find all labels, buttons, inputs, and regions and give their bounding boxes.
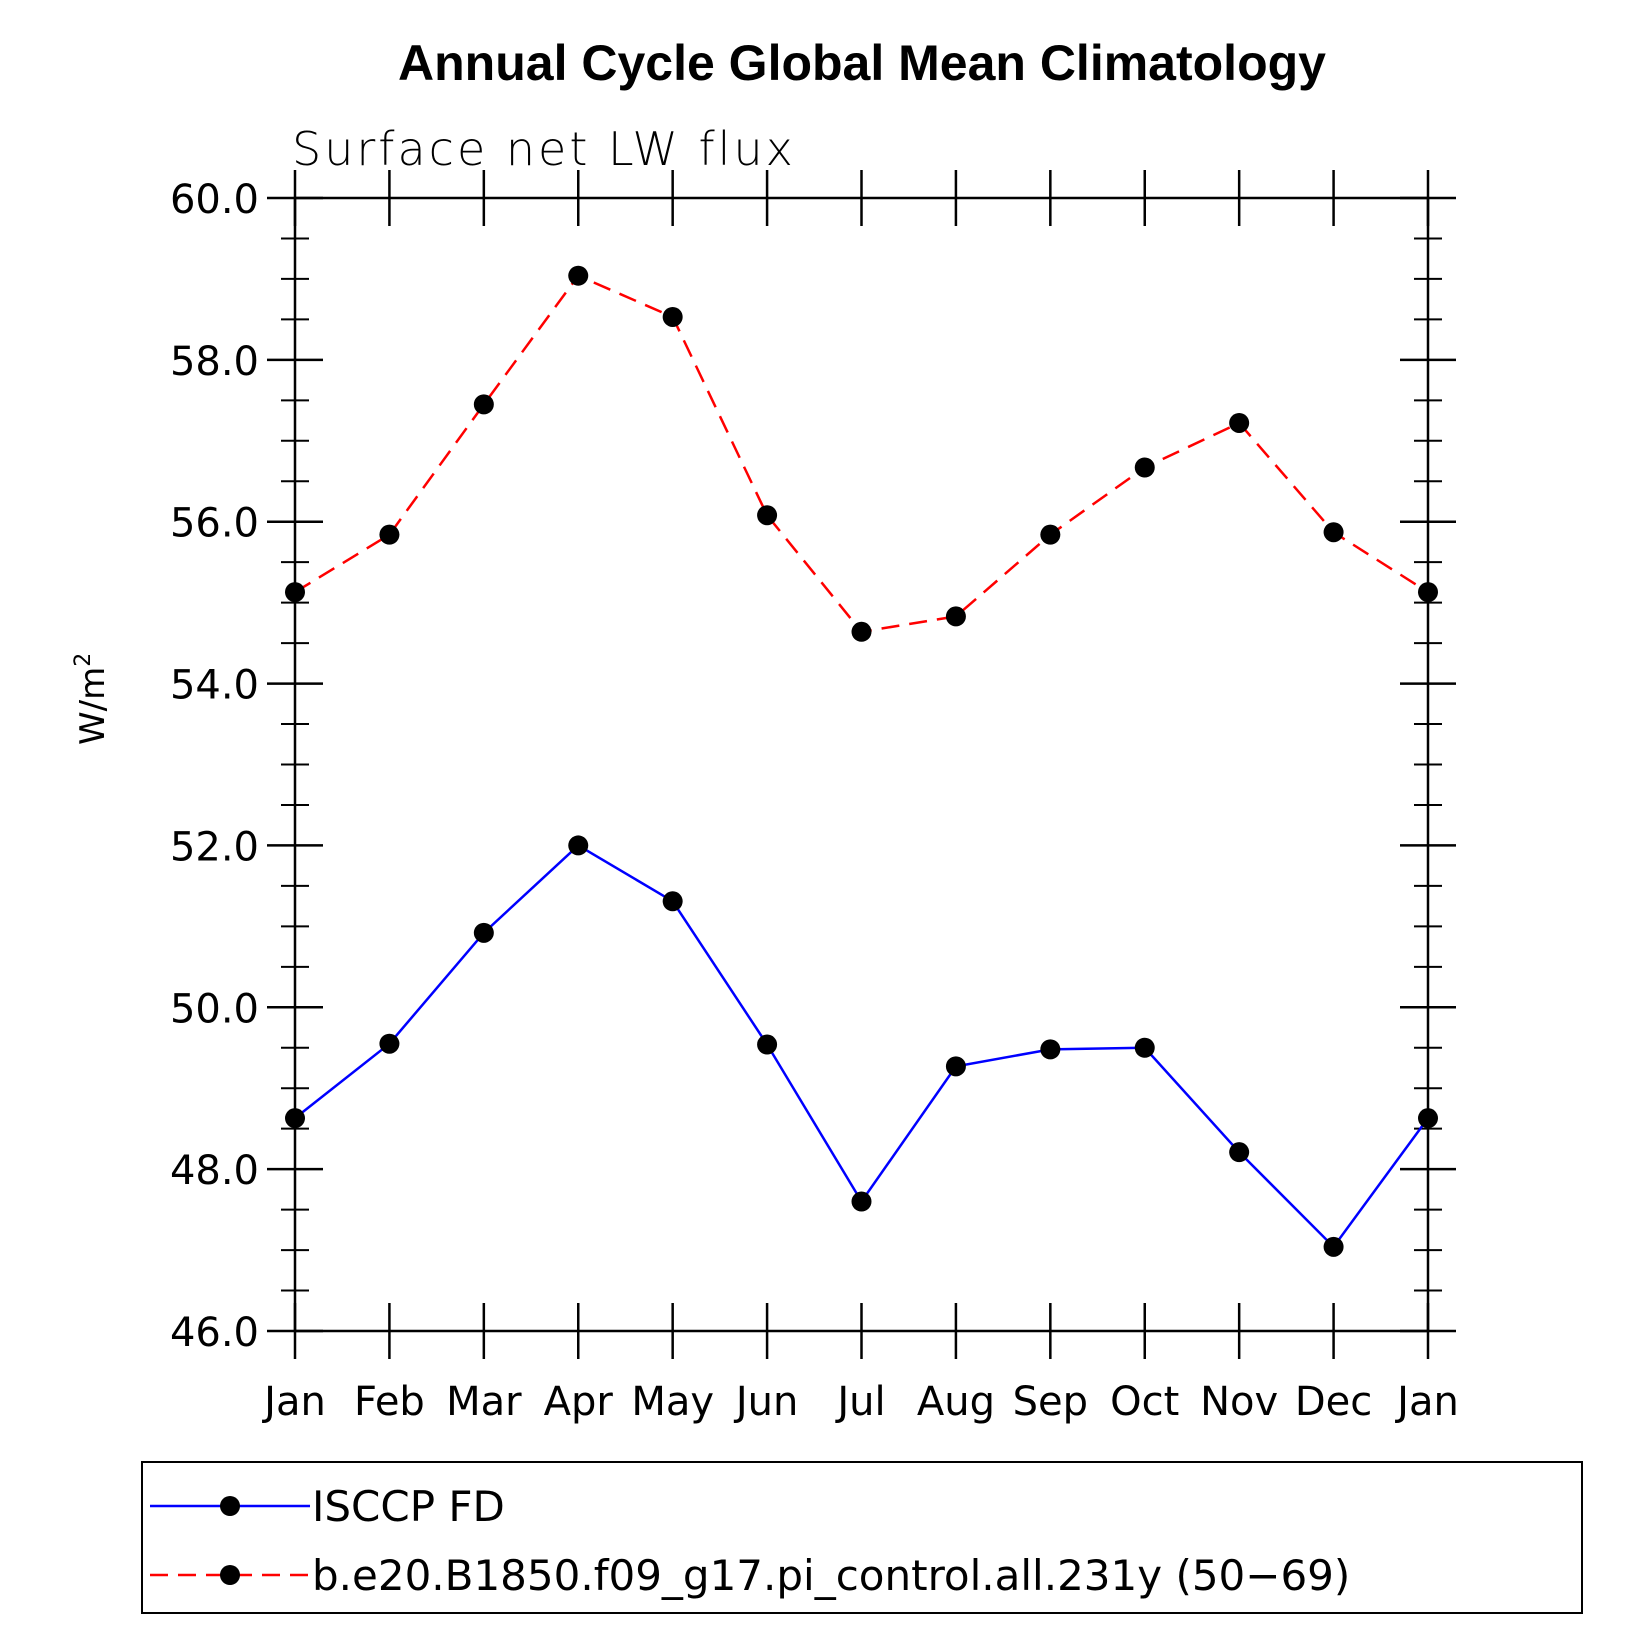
y-tick-label: 46.0: [170, 1310, 259, 1356]
x-tick-label: Feb: [354, 1379, 425, 1425]
y-tick-label: 48.0: [170, 1148, 259, 1194]
data-point-series-0: [1229, 1142, 1250, 1163]
x-tick-label: May: [631, 1379, 714, 1425]
data-point-series-0: [379, 1033, 400, 1054]
x-tick-label: Jun: [733, 1379, 799, 1425]
legend-box: [141, 1461, 1583, 1614]
y-tick-labels: 46.0 48.0 50.0 52.0 54.0 56.0 58.0 60.0: [170, 177, 259, 1356]
x-tick-label: Jan: [261, 1379, 326, 1425]
x-tick-label: Dec: [1295, 1379, 1372, 1425]
data-point-series-1: [1040, 524, 1061, 545]
y-tick-label: 50.0: [170, 986, 259, 1032]
data-point-series-0: [945, 1056, 966, 1077]
data-point-series-0: [662, 891, 683, 912]
y-tick-label: 60.0: [170, 177, 259, 223]
data-point-series-1: [1134, 457, 1155, 478]
data-point-series-1: [757, 505, 778, 526]
y-tick-label: 52.0: [170, 824, 259, 870]
data-point-series-0: [851, 1191, 872, 1212]
legend-label-model: b.e20.B1850.f09_g17.pi_control.all.231y …: [312, 1551, 1350, 1600]
data-point-series-1: [1323, 522, 1344, 543]
data-point-series-1: [1229, 412, 1250, 433]
data-point-series-0: [473, 922, 494, 943]
x-tick-label: Oct: [1110, 1379, 1179, 1425]
y-tick-label: 54.0: [170, 663, 259, 709]
x-tick-label: Jan: [1394, 1379, 1459, 1425]
data-point-series-0: [1134, 1037, 1155, 1058]
x-tick-labels: Jan Feb Mar Apr May Jun Jul Aug Sep Oct Nov Dec Jan: [261, 1379, 1459, 1425]
x-tick-label: Apr: [544, 1379, 614, 1425]
data-point-series-1: [379, 524, 400, 545]
y-tick-label: 58.0: [170, 339, 259, 385]
chart-title: Annual Cycle Global Mean Climatology: [398, 35, 1326, 91]
axis-ticks: [267, 170, 1456, 1359]
data-point-series-0: [568, 835, 589, 856]
legend-marker-isccp: [220, 1496, 240, 1516]
data-point-series-0: [1323, 1236, 1344, 1257]
series-line-1: [294, 274, 1429, 634]
data-point-series-1: [568, 265, 589, 286]
legend: ISCCP FD b.e20.B1850.f09_g17.pi_control.…: [141, 1461, 1583, 1614]
series-markers: [285, 265, 1438, 1257]
x-tick-label: Jul: [834, 1379, 885, 1425]
data-point-series-0: [1040, 1039, 1061, 1060]
x-tick-label: Sep: [1013, 1379, 1088, 1425]
legend-label-isccp: ISCCP FD: [312, 1482, 505, 1531]
series-lines: [294, 274, 1430, 1249]
data-point-series-1: [662, 306, 683, 327]
data-point-series-1: [851, 621, 872, 642]
x-tick-label: Aug: [917, 1379, 995, 1425]
data-point-series-1: [945, 606, 966, 627]
data-point-series-1: [473, 394, 494, 415]
data-point-series-0: [757, 1034, 778, 1055]
x-tick-label: Nov: [1200, 1379, 1278, 1425]
plot-frame: [293, 196, 1430, 1333]
series-line-0: [294, 843, 1430, 1249]
chart-subtitle: Surface net LW flux: [292, 122, 796, 176]
legend-marker-model: [220, 1565, 240, 1585]
x-tick-label: Mar: [446, 1379, 522, 1425]
y-tick-label: 56.0: [170, 501, 259, 547]
y-axis-label: W/m2: [71, 653, 113, 745]
